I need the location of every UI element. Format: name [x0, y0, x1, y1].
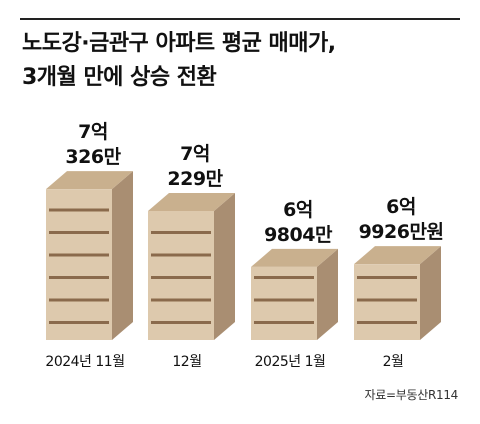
bar-top-3	[251, 248, 338, 267]
source-credit: 자료=부동산R114	[364, 388, 459, 402]
bar-value-label-3: 9804만	[264, 224, 333, 246]
category-label-1: 2024년 11월	[45, 354, 124, 370]
headline-line-2: 3개월 만에 상승 전환	[22, 65, 217, 90]
bar-stripe	[254, 276, 314, 279]
bar-value-label-1: 326만	[65, 146, 121, 168]
bar-side-2	[214, 192, 235, 340]
bar-front-3	[251, 266, 317, 340]
bar-stripe	[49, 253, 109, 257]
bar-stripe	[49, 231, 109, 234]
bar-value-label-2: 7억	[180, 143, 210, 165]
bar-top-2	[148, 192, 235, 211]
bar-side-3	[317, 248, 338, 340]
bar-stripe	[49, 276, 109, 279]
bar-stripe	[151, 276, 211, 279]
headline-line-1: 노도강·금관구 아파트 평균 매매가,	[22, 31, 336, 56]
category-label-2: 12월	[172, 354, 201, 370]
bar-value-label-1: 7억	[78, 121, 108, 143]
category-label-4: 2월	[383, 354, 404, 370]
bar-side-1	[112, 171, 133, 340]
bar-stripe	[151, 231, 211, 234]
bar-stripe	[357, 321, 417, 324]
top-rule	[20, 18, 460, 20]
bar-stripe	[254, 298, 314, 302]
category-label-3: 2025년 1월	[255, 354, 326, 370]
bar-value-label-3: 6억	[283, 199, 313, 221]
bar-front-1	[46, 189, 112, 340]
bar-stripe	[357, 276, 417, 279]
bar-stripe	[151, 321, 211, 324]
bar-top-1	[46, 171, 133, 190]
bar-side-4	[420, 246, 441, 340]
bar-front-4	[354, 264, 420, 340]
headline: 노도강·금관구 아파트 평균 매매가, 3개월 만에 상승 전환	[22, 27, 462, 95]
bar-stripe	[357, 298, 417, 302]
bar-stripe	[151, 253, 211, 257]
bar-value-label-2: 229만	[167, 168, 223, 190]
bar-front-2	[148, 210, 214, 340]
bar-stripe	[151, 298, 211, 302]
bar-stripe	[254, 321, 314, 324]
bar-stripe	[49, 321, 109, 324]
bar-value-label-4: 6억	[386, 196, 416, 218]
bar-stripe	[49, 298, 109, 302]
bar-value-label-4: 9926만원	[359, 221, 444, 243]
bar-stripe	[49, 208, 109, 212]
bar-top-4	[354, 246, 441, 265]
